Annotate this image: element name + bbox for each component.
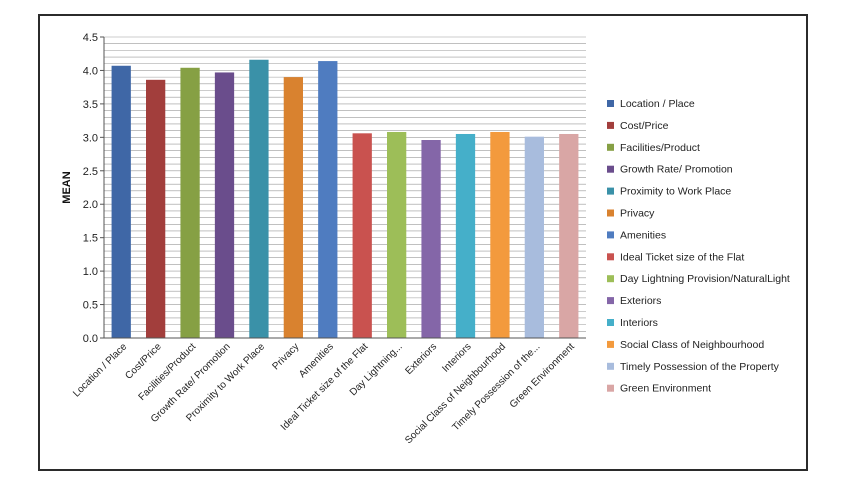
bar xyxy=(214,72,235,338)
bar xyxy=(490,131,510,338)
legend-label: Interiors xyxy=(620,317,658,329)
axes xyxy=(103,37,586,339)
y-tick-label: 3.0 xyxy=(83,132,98,144)
y-tick-label: 4.5 xyxy=(83,32,98,44)
legend-label: Privacy xyxy=(620,208,655,220)
chart-frame: 0.0 0.5 1.0 1.5 2.0 2.5 3.0 3.5 4.0 4.5 Location … xyxy=(38,14,808,471)
legend-label: Exteriors xyxy=(620,295,661,307)
legend-swatch xyxy=(607,297,614,305)
bar xyxy=(318,61,338,338)
legend-swatch xyxy=(607,100,614,107)
x-axis-categories: Location / PlaceCost/PriceFacilities/Pro… xyxy=(71,341,577,446)
bar xyxy=(387,131,407,338)
x-category-label: Exteriors xyxy=(404,341,440,377)
x-category-label: Privacy xyxy=(271,341,302,372)
legend-label: Growth Rate/ Promotion xyxy=(620,164,733,176)
legend-label: Ideal Ticket size of the Flat xyxy=(620,251,744,263)
legend-swatch xyxy=(607,319,614,326)
bar xyxy=(421,140,441,338)
legend-label: Cost/Price xyxy=(620,120,669,132)
bar xyxy=(111,65,131,339)
y-tick-label: 2.0 xyxy=(83,199,98,211)
bar xyxy=(146,79,166,338)
y-tick-label: 3.5 xyxy=(83,99,98,111)
x-category-label: Location / Place xyxy=(71,341,129,399)
bar-chart: 0.0 0.5 1.0 1.5 2.0 2.5 3.0 3.5 4.0 4.5 Location … xyxy=(61,32,790,446)
y-tick-label: 1.0 xyxy=(83,266,98,278)
y-tick-label: 2.5 xyxy=(83,166,98,178)
y-tick-label: 0.5 xyxy=(83,300,98,312)
legend-swatch xyxy=(607,231,614,239)
legend-label: Location / Place xyxy=(620,98,695,110)
y-tick-label: 4.0 xyxy=(83,65,98,77)
bar xyxy=(249,59,269,339)
grid-lines xyxy=(104,36,586,339)
x-category-label: Interiors xyxy=(440,341,473,374)
legend-swatch xyxy=(607,384,614,392)
legend-label: Amenities xyxy=(620,229,666,241)
legend-label: Day Lightning Provision/NaturalLight xyxy=(620,273,790,285)
bar xyxy=(352,133,372,338)
y-tick-label: 0.0 xyxy=(83,333,98,345)
legend-label: Timely Possession of the Property xyxy=(620,361,780,373)
legend-swatch xyxy=(607,209,614,217)
legend-swatch xyxy=(607,187,614,195)
legend-label: Proximity to Work Place xyxy=(620,186,731,198)
x-category-label: Green Environment xyxy=(508,341,577,410)
legend-swatch xyxy=(607,275,614,283)
bar xyxy=(559,133,579,338)
legend-swatch xyxy=(607,165,614,173)
bar xyxy=(455,133,476,338)
bars xyxy=(111,59,579,339)
bar xyxy=(524,136,544,338)
y-axis-title: MEAN xyxy=(61,171,73,203)
y-tick-label: 1.5 xyxy=(83,233,98,245)
legend-swatch xyxy=(607,340,614,348)
bar xyxy=(283,77,303,338)
legend: Location / Place Cost/Price Facilities/Pro… xyxy=(607,98,790,395)
legend-label: Green Environment xyxy=(620,383,711,395)
legend-swatch xyxy=(607,362,614,370)
legend-swatch xyxy=(607,143,614,151)
bar xyxy=(180,67,200,338)
legend-label: Facilities/Product xyxy=(620,142,700,154)
legend-swatch xyxy=(607,253,614,261)
y-axis-ticks: 0.0 0.5 1.0 1.5 2.0 2.5 3.0 3.5 4.0 4.5 xyxy=(83,32,104,345)
legend-label: Social Class of Neighbourhood xyxy=(620,339,764,351)
legend-swatch xyxy=(607,121,614,129)
